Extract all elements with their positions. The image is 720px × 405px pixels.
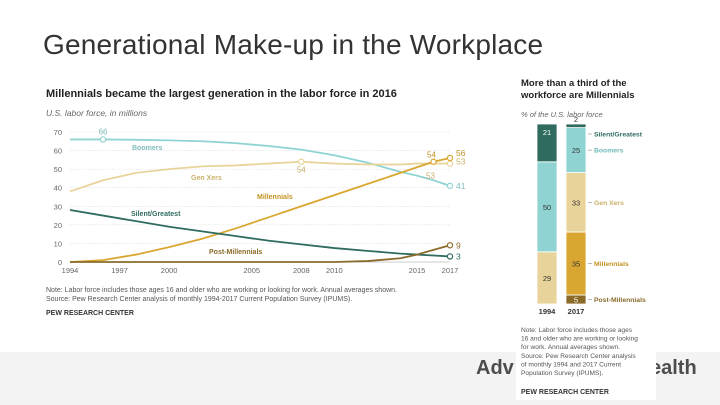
series-name-silent: Silent/Greatest — [131, 211, 181, 218]
y-tick-70: 70 — [54, 128, 62, 137]
legend-label-silent: Silent/Greatest — [594, 132, 643, 139]
bar-chart-values: 29 50 21 5 35 33 25 2 — [543, 115, 580, 305]
bar-value-silent-1994: 21 — [543, 128, 551, 137]
bar-chart-note: Note: Labor force includes those ages 16 … — [521, 327, 638, 377]
y-tick-50: 50 — [54, 165, 62, 174]
bar-note-line-1: 16 and older who are working or looking — [521, 336, 638, 343]
data-label-genx-end: 53 — [456, 157, 466, 167]
bar-category-1994: 1994 — [539, 307, 557, 316]
x-tick-1997: 1997 — [111, 266, 128, 275]
data-label-boomers-end: 41 — [456, 181, 466, 191]
bar-chart-credit: PEW RESEARCH CENTER — [521, 389, 609, 396]
series-name-post_millennials: Post-Millennials — [209, 249, 262, 256]
legend-label-post_millennials: Post-Millennials — [594, 297, 646, 304]
series-name-boomers: Boomers — [132, 145, 162, 152]
data-label-boomers-start: 66 — [99, 127, 108, 136]
bar-segment-silent-2017 — [565, 123, 587, 128]
x-tick-2000: 2000 — [161, 266, 178, 275]
slide-title: Generational Make-up in the Workplace — [43, 29, 544, 60]
bar-chart-categories: 1994 2017 — [539, 307, 585, 316]
bar-chart-segments — [536, 123, 587, 305]
line-chart-series — [69, 136, 454, 263]
series-end-point-genx — [446, 160, 454, 167]
bar-value-boomers-1994: 50 — [543, 203, 551, 212]
bar-chart-title-line-2: workforce are Millennials — [520, 90, 635, 101]
legend-label-genx: Gen Xers — [594, 200, 624, 207]
data-label-post-millennials-end: 9 — [456, 240, 461, 250]
y-tick-40: 40 — [54, 184, 62, 193]
right-note-background — [516, 320, 656, 400]
series-line-genx — [69, 160, 450, 193]
bar-value-silent-2017: 2 — [574, 115, 578, 124]
series-mid-point-genx — [298, 158, 305, 165]
data-label-millennials-mid: 54 — [427, 151, 436, 160]
data-label-silent-end: 3 — [456, 251, 461, 261]
bar-value-millennials-2017: 35 — [572, 260, 580, 269]
bar-note-line-5: Population Survey (IPUMS). — [521, 370, 604, 377]
x-tick-2008: 2008 — [293, 266, 310, 275]
legend-label-boomers: Boomers — [594, 148, 624, 155]
bar-chart-subtitle: % of the U.S. labor force — [521, 110, 603, 119]
x-tick-2015: 2015 — [409, 266, 426, 275]
data-label-genx-2016: 53 — [426, 172, 435, 181]
series-name-millennials: Millennials — [257, 194, 293, 201]
footer-brand-text-end: ealth — [650, 357, 697, 379]
series-line-millennials — [69, 157, 451, 263]
bar-chart-title-line-1: More than a third of the — [521, 78, 627, 89]
series-line-boomers — [70, 138, 451, 187]
line-chart-x-ticks: 1994 1997 2000 2005 2008 2010 2015 2017 — [62, 266, 459, 275]
data-label-genx-mid: 54 — [297, 166, 306, 175]
data-label-millennials-end: 56 — [456, 148, 466, 158]
series-line-post_millennials — [70, 244, 451, 263]
series-end-point-boomers — [446, 182, 454, 190]
bar-note-line-4: of monthly 1994 and 2017 Current — [521, 361, 621, 368]
bar-note-line-3: Source: Pew Research Center analysis — [521, 353, 636, 360]
y-tick-20: 20 — [54, 221, 62, 230]
bar-value-genx-1994: 29 — [543, 274, 551, 283]
series-end-point-millennials — [446, 154, 454, 162]
bar-value-post_millennials-2017: 5 — [574, 296, 578, 305]
legend-label-millennials: Millennials — [594, 261, 629, 268]
line-chart-credit: PEW RESEARCH CENTER — [46, 310, 134, 317]
bar-chart-legend: Post-Millennials Millennials Gen Xers Boome… — [588, 132, 646, 304]
series-name-genx: Gen Xers — [191, 175, 222, 182]
series-end-point-post_millennials — [446, 242, 454, 249]
line-chart-title: Millennials became the largest generatio… — [46, 88, 397, 100]
bar-segment-silent-1994 — [536, 123, 558, 163]
x-tick-1994: 1994 — [62, 266, 79, 275]
x-tick-2017: 2017 — [442, 266, 459, 275]
y-tick-30: 30 — [54, 202, 62, 211]
x-tick-2010: 2010 — [326, 266, 343, 275]
series-end-point-silent — [446, 253, 454, 260]
bar-value-genx-2017: 33 — [572, 198, 580, 207]
line-chart-subtitle: U.S. labor force, in millions — [46, 108, 148, 118]
bar-note-line-2: for work. Annual averages shown. — [521, 344, 620, 351]
bar-value-boomers-2017: 25 — [572, 146, 580, 155]
y-tick-10: 10 — [54, 239, 62, 248]
line-chart-y-ticks: 0 10 20 30 40 50 60 70 — [54, 128, 62, 267]
footer-brand-text: Adv — [476, 357, 514, 379]
y-tick-60: 60 — [54, 147, 62, 156]
line-chart-note: Note: Labor force includes those ages 16… — [46, 287, 397, 294]
x-tick-2005: 2005 — [243, 266, 260, 275]
y-tick-0: 0 — [58, 258, 62, 267]
series-mid-point-millennials — [430, 158, 437, 165]
bar-category-2017: 2017 — [568, 307, 585, 316]
line-chart-source: Source: Pew Research Center analysis of … — [46, 296, 352, 303]
bar-note-line-0: Note: Labor force includes those ages — [521, 327, 633, 334]
series-start-point-boomers — [99, 136, 107, 143]
line-chart-labels: Boomers Gen Xers Millennials Silent/Greates… — [99, 127, 466, 261]
